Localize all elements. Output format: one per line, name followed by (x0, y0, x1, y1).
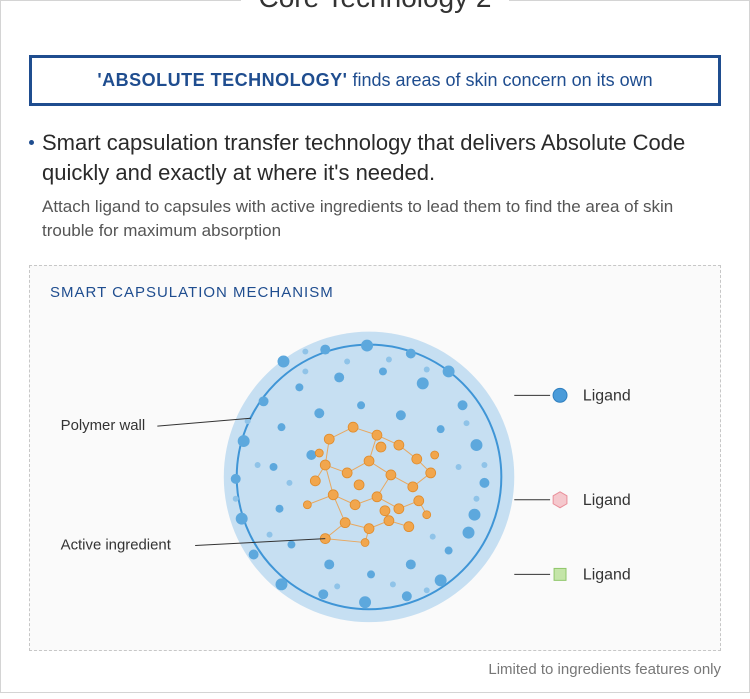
capsule-diagram: Polymer wall Active ingredient Ligand Ligan… (30, 266, 720, 650)
bullet-icon (29, 140, 34, 145)
banner-strong: 'ABSOLUTE TECHNOLOGY' (97, 70, 347, 90)
headline-block: Smart capsulation transfer technology th… (29, 128, 721, 243)
legend-label: Ligand (583, 492, 631, 509)
headline-main: Smart capsulation transfer technology th… (42, 128, 721, 187)
callout-label: Polymer wall (61, 417, 146, 434)
legend-label: Ligand (583, 387, 631, 404)
legend-label: Ligand (583, 566, 631, 583)
page-title: Core Technology 2 (241, 0, 510, 14)
title-wrap: Core Technology 2 (29, 0, 721, 32)
callout-label: Active ingredient (61, 536, 172, 553)
footnote: Limited to ingredients features only (29, 661, 721, 678)
main-card: Core Technology 2 'ABSOLUTE TECHNOLOGY' … (0, 0, 750, 693)
headline-sub: Attach ligand to capsules with active in… (42, 195, 721, 243)
banner-rest: finds areas of skin concern on its own (347, 70, 652, 90)
diagram-box: SMART CAPSULATION MECHANISM Polymer wall… (29, 265, 721, 651)
banner-box: 'ABSOLUTE TECHNOLOGY' finds areas of ski… (29, 55, 721, 106)
